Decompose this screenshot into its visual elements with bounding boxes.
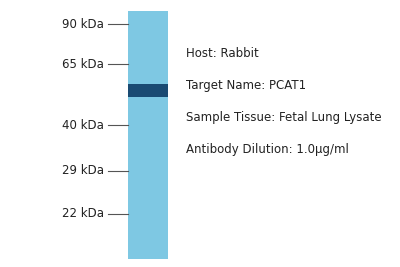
Text: Sample Tissue: Fetal Lung Lysate: Sample Tissue: Fetal Lung Lysate (186, 111, 382, 124)
Text: Host: Rabbit: Host: Rabbit (186, 47, 259, 60)
Bar (128, 84, 168, 97)
Text: 40 kDa: 40 kDa (62, 119, 104, 132)
Text: 65 kDa: 65 kDa (62, 58, 104, 70)
Text: Target Name: PCAT1: Target Name: PCAT1 (186, 79, 306, 92)
Text: Antibody Dilution: 1.0μg/ml: Antibody Dilution: 1.0μg/ml (186, 143, 349, 156)
Text: 90 kDa: 90 kDa (62, 18, 104, 30)
Text: 22 kDa: 22 kDa (62, 207, 104, 220)
Text: 29 kDa: 29 kDa (62, 164, 104, 177)
Bar (128, 11, 168, 259)
